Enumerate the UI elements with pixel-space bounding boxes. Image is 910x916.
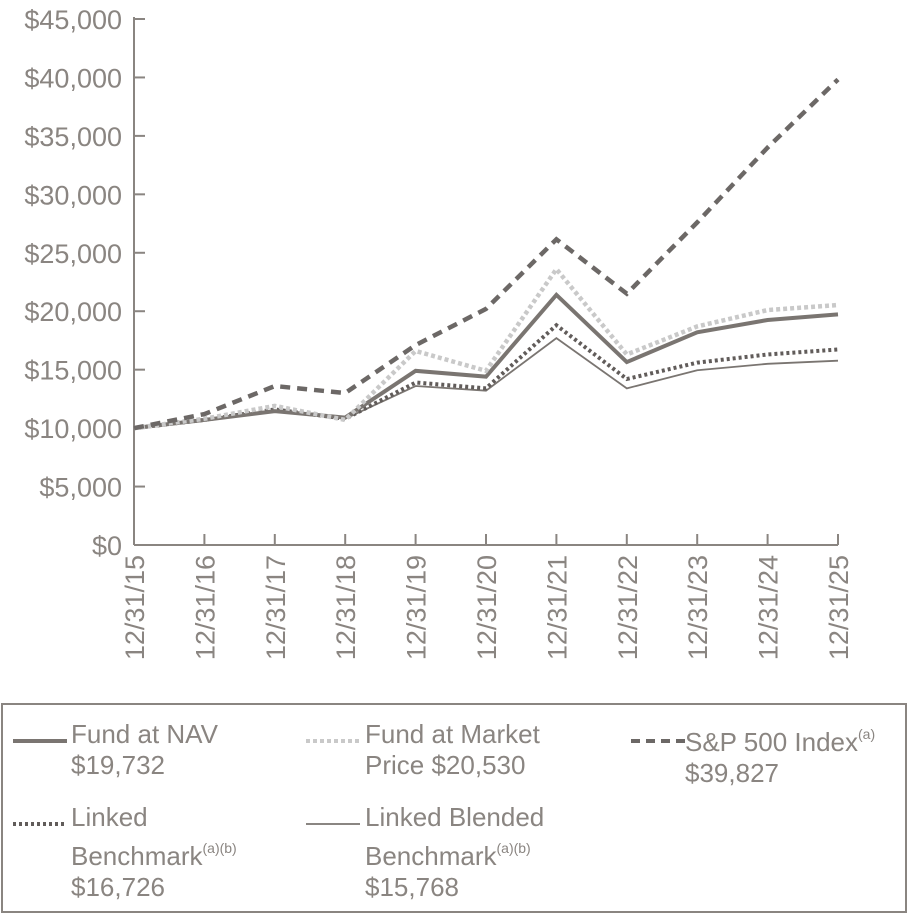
line-chart: $0 $5,000 $10,000 $15,000 $20,000 $25,000 $30,… [24, 5, 854, 660]
series-line-s-p-500-index [133, 77, 840, 431]
y-tick-label: $25,000 [24, 239, 122, 269]
footnote-ref: (a)(b) [496, 840, 531, 856]
footnote-ref: (a) [858, 726, 876, 742]
legend-swatch-market [306, 739, 360, 743]
legend-label: Fund at NAV [71, 719, 218, 749]
x-tick-label: 12/31/22 [613, 555, 643, 660]
x-tick-label: 12/31/21 [542, 555, 572, 660]
x-tick-label: 12/31/17 [261, 555, 291, 660]
legend-item-sp500: S&P 500 Index(a) $39,827 [685, 719, 875, 789]
legend-label: Benchmark [71, 841, 203, 871]
legend-item-blended: Linked Blended Benchmark(a)(b) $15,768 [365, 802, 544, 903]
legend-label: Benchmark [365, 841, 497, 871]
y-tick-label: $45,000 [24, 5, 122, 35]
legend-value: Price $20,530 [365, 750, 526, 780]
legend-swatch-nav [13, 739, 67, 743]
legend-label: S&P 500 Index [685, 727, 858, 757]
legend-swatch-blended [306, 823, 360, 825]
x-tick-label: 12/31/16 [190, 555, 220, 660]
y-tick-label: $0 [92, 531, 122, 561]
x-tick-label: 12/31/20 [472, 555, 502, 660]
x-tick-label: 12/31/24 [754, 555, 784, 660]
legend-item-linked: Linked Benchmark(a)(b) $16,726 [71, 802, 237, 903]
legend-swatch-linked [13, 822, 67, 826]
legend-value: $15,768 [365, 872, 459, 902]
legend-value: $19,732 [71, 750, 165, 780]
y-tick-label: $30,000 [24, 180, 122, 210]
y-tick-label: $5,000 [39, 473, 122, 503]
legend-swatch-sp500 [631, 739, 685, 743]
y-tick-label: $20,000 [24, 297, 122, 327]
legend-label: Linked [71, 802, 148, 832]
legend-value: $16,726 [71, 872, 165, 902]
series-line-fund-at-nav [133, 291, 839, 431]
x-tick-label: 12/31/18 [331, 555, 361, 660]
legend-item-market: Fund at Market Price $20,530 [365, 719, 540, 781]
legend-label: Fund at Market [365, 719, 540, 749]
chart-legend: Fund at NAV $19,732 Fund at Market Price $… [1, 703, 907, 913]
y-tick-label: $40,000 [24, 63, 122, 93]
x-tick-label: 12/31/25 [824, 555, 854, 660]
y-tick-label: $35,000 [24, 122, 122, 152]
legend-item-nav: Fund at NAV $19,732 [71, 719, 218, 781]
x-tick-label: 12/31/23 [683, 555, 713, 660]
legend-value: $39,827 [685, 758, 779, 788]
series-line-fund-at-market-price [133, 265, 839, 431]
footnote-ref: (a)(b) [202, 840, 237, 856]
x-tick-label: 12/31/15 [120, 555, 150, 660]
y-tick-label: $15,000 [24, 356, 122, 386]
legend-label: Linked Blended [365, 802, 545, 832]
x-tick-label: 12/31/19 [402, 555, 432, 660]
series-line-linked-benchmark [133, 322, 839, 431]
y-tick-label: $10,000 [24, 414, 122, 444]
